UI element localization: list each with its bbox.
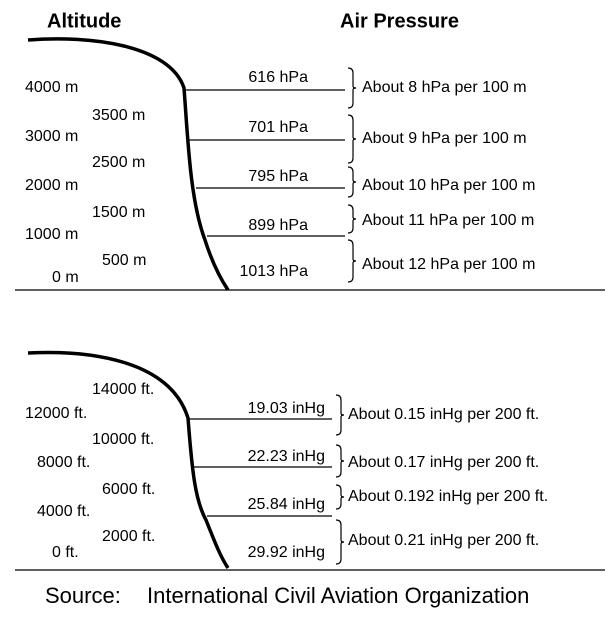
altitude: 3000 m (25, 128, 78, 145)
imperial-pressures: 19.03 inHg 22.23 inHg 25.84 inHg 29.92 i… (248, 400, 325, 561)
metric-pressures: 616 hPa 701 hPa 795 hPa 899 hPa 1013 hPa (239, 69, 308, 280)
rate: About 0.21 inHg per 200 ft. (348, 532, 539, 549)
bracket (347, 67, 357, 109)
rate: About 0.192 inHg per 200 ft. (348, 488, 548, 505)
pressure: 795 hPa (248, 168, 308, 185)
metric-rates: About 8 hPa per 100 m About 9 hPa per 10… (362, 79, 535, 273)
pressure: 22.23 inHg (248, 448, 325, 465)
imperial-altitudes: 14000 ft. 12000 ft. 10000 ft. 8000 ft. 6… (25, 381, 155, 561)
altitude: 6000 ft. (102, 481, 155, 498)
rate: About 10 hPa per 100 m (362, 177, 535, 194)
altitude: 500 m (102, 252, 146, 269)
metric-altitudes: 4000 m 3500 m 3000 m 2500 m 2000 m 1500 … (25, 79, 146, 286)
rate: About 0.15 inHg per 200 ft. (348, 406, 539, 423)
bracket (335, 484, 345, 510)
altitude: 4000 ft. (37, 503, 90, 520)
bracket (347, 114, 357, 164)
altitude: 12000 ft. (25, 405, 87, 422)
pressure: 1013 hPa (239, 263, 308, 280)
altitude: 2000 ft. (102, 528, 155, 545)
bracket (347, 204, 357, 234)
pressure: 29.92 inHg (248, 544, 325, 561)
rate: About 11 hPa per 100 m (362, 212, 534, 229)
pressure: 899 hPa (248, 217, 308, 234)
altitude: 2000 m (25, 177, 78, 194)
imperial-rates: About 0.15 inHg per 200 ft. About 0.17 i… (348, 406, 548, 549)
altitude: 4000 m (25, 79, 78, 96)
pressure: 25.84 inHg (248, 496, 325, 513)
altitude: 1000 m (25, 226, 78, 243)
bracket (335, 519, 345, 565)
pressure: 19.03 inHg (248, 400, 325, 417)
bracket (347, 239, 357, 283)
altitude: 0 m (52, 269, 79, 286)
pressure: 701 hPa (248, 119, 308, 136)
header: Altitude (47, 10, 121, 32)
bracket (347, 166, 357, 198)
altitude: 1500 m (92, 204, 145, 221)
curve (27, 37, 230, 291)
altitude: 8000 ft. (37, 454, 90, 471)
altitude: 0 ft. (52, 544, 79, 561)
bracket (335, 444, 345, 478)
rate: About 0.17 inHg per 200 ft. (348, 454, 539, 471)
altitude: 14000 ft. (92, 381, 154, 398)
bracket (335, 394, 345, 436)
source-label: Source: (45, 583, 121, 608)
rate: About 9 hPa per 100 m (362, 130, 527, 147)
rate: About 12 hPa per 100 m (362, 256, 535, 273)
altitude: 2500 m (92, 154, 145, 171)
source-name: International Civil Aviation Organizatio… (147, 583, 529, 608)
pressure: 616 hPa (248, 69, 308, 86)
altitude: 3500 m (92, 107, 145, 124)
header: Air Pressure (340, 10, 459, 32)
rate: About 8 hPa per 100 m (362, 79, 527, 96)
altitude: 10000 ft. (92, 431, 154, 448)
curve (27, 350, 230, 569)
